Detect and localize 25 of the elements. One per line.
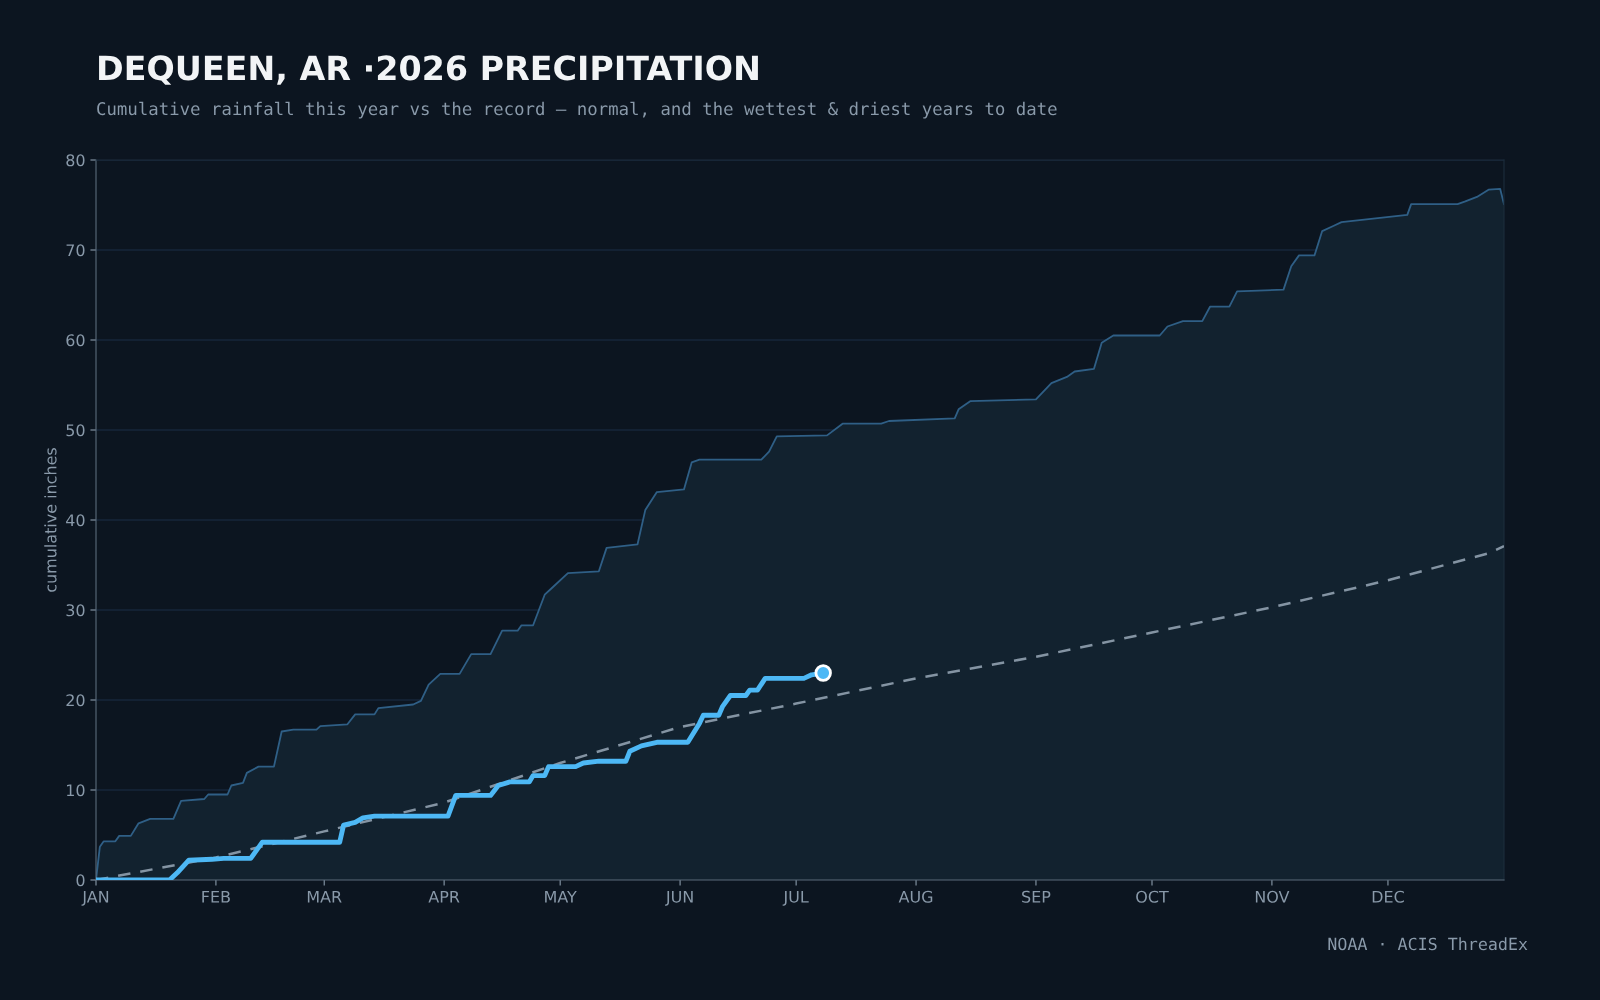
y-tick-label: 70 <box>66 244 85 257</box>
y-tick-label: 30 <box>66 604 85 617</box>
x-tick-label: MAR <box>307 890 342 903</box>
chart-subtitle: Cumulative rainfall this year vs the record — normal, and the wettest & driest years to date <box>97 101 1057 119</box>
y-axis-title: cumulative inches <box>44 448 57 592</box>
y-tick-label: 20 <box>66 694 85 707</box>
x-tick-label: APR <box>428 890 460 903</box>
chart-title: DEQUEEN, AR ·2026 PRECIPITATION <box>99 55 758 85</box>
x-tick-label: FEB <box>202 890 230 903</box>
y-tick-label: 0 <box>76 874 85 887</box>
text: NOAA · ACIS ThreadEx <box>1328 937 1528 951</box>
x-tick-label: AUG <box>898 890 933 903</box>
x-tick-label: DEC <box>1372 890 1404 903</box>
y-tick-label: 50 <box>66 424 85 437</box>
y-tick-label: 10 <box>67 784 85 797</box>
x-tick-label: JUN <box>665 890 693 906</box>
x-tick-label: NOV <box>1255 890 1290 903</box>
y-tick-label: 80 <box>66 154 85 167</box>
y-tick-label: 40 <box>66 514 85 527</box>
x-tick-label: OCT <box>1136 890 1169 903</box>
x-tick-label: JUL <box>782 890 809 906</box>
x-tick-label: SEP <box>1022 890 1051 903</box>
y-tick-label: 60 <box>66 334 85 347</box>
x-tick-label: MAY <box>545 890 577 903</box>
x-tick-label: JAN <box>81 890 109 906</box>
